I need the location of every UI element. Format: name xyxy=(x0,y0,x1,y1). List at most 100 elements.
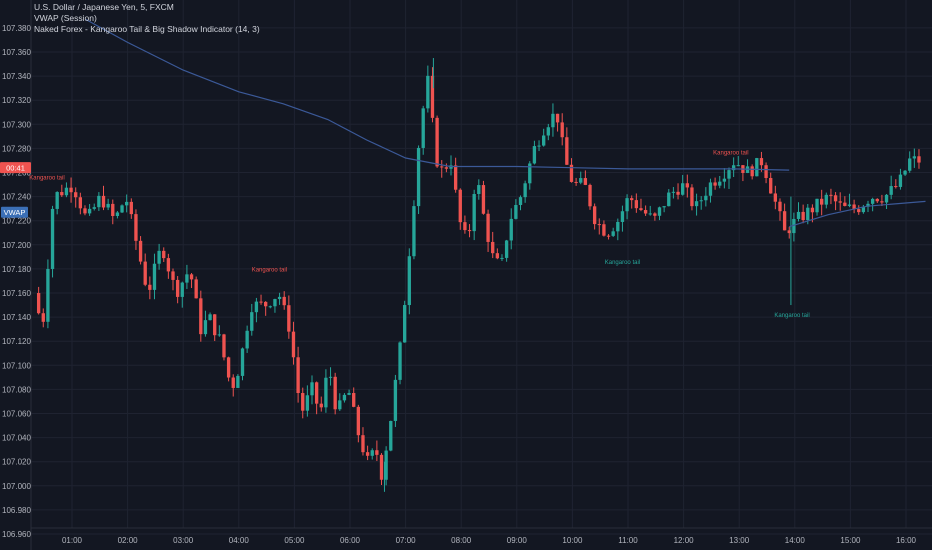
candle-body xyxy=(389,420,393,451)
candle-body xyxy=(115,212,120,216)
candle-body xyxy=(134,214,138,241)
candle-body xyxy=(74,192,78,198)
candle-body xyxy=(486,213,490,242)
candle-body xyxy=(504,240,509,258)
candle-body xyxy=(778,201,782,212)
y-tick-label: 107.340 xyxy=(2,72,31,81)
candle-body xyxy=(41,313,45,322)
candle-body xyxy=(880,201,884,203)
candle-body xyxy=(264,301,268,307)
candle-body xyxy=(384,450,388,480)
y-tick-label: 106.960 xyxy=(2,530,31,539)
candle-body xyxy=(801,211,805,221)
candle-body xyxy=(648,213,652,215)
candle-body xyxy=(630,198,634,201)
candle-body xyxy=(685,183,689,188)
candle-body xyxy=(866,203,870,207)
candle-body xyxy=(347,393,351,395)
y-tick-label: 107.360 xyxy=(2,48,31,57)
kangaroo-tail-label: Kangaroo tail xyxy=(29,176,64,182)
candle-body xyxy=(838,201,842,203)
candle-body xyxy=(83,208,87,214)
candle-body xyxy=(421,108,425,148)
candle-body xyxy=(602,224,606,236)
candle-body xyxy=(810,207,815,213)
y-tick-label: 107.140 xyxy=(2,313,31,322)
candle-body xyxy=(727,170,731,179)
candle-body xyxy=(588,184,592,207)
symbol-title[interactable]: U.S. Dollar / Japanese Yen, 5, FXCM xyxy=(34,2,174,12)
candle-body xyxy=(722,178,727,182)
candle-body xyxy=(592,206,597,225)
y-tick-label: 107.200 xyxy=(2,241,31,250)
candle-body xyxy=(551,113,555,128)
vwap-legend[interactable]: VWAP (Session) xyxy=(34,13,97,23)
candle-body xyxy=(180,282,184,297)
candle-body xyxy=(606,235,611,237)
candle-body xyxy=(213,314,217,336)
candle-body xyxy=(203,320,208,335)
candle-body xyxy=(509,218,513,241)
candle-body xyxy=(352,393,356,407)
kangaroo-tail-label: Kangaroo tail xyxy=(713,150,748,156)
candle-body xyxy=(148,284,152,290)
candle-body xyxy=(231,377,235,388)
candle-body xyxy=(750,166,754,177)
indicator-legend[interactable]: Naked Forex - Kangaroo Tail & Big Shadow… xyxy=(34,24,260,34)
y-tick-label: 107.280 xyxy=(2,144,31,153)
candle-body xyxy=(500,257,504,259)
chart-grid xyxy=(30,0,932,550)
candle-body xyxy=(643,210,648,214)
candle-body xyxy=(676,191,680,195)
candle-body xyxy=(453,165,458,190)
candle-body xyxy=(857,209,861,213)
price-axis: 107.380 107.360 107.340 107.320 107.300 107.2… xyxy=(2,24,31,539)
candle-body xyxy=(495,253,500,259)
candle-body xyxy=(64,187,69,196)
x-tick-label: 05:00 xyxy=(284,536,305,545)
candle-body xyxy=(328,376,333,378)
candle-body xyxy=(769,178,773,194)
kangaroo-tail-signals: Kangaroo tail Kangaroo tail Kangaroo tail K… xyxy=(29,150,809,319)
candle-body xyxy=(875,198,879,202)
candle-body xyxy=(120,205,124,213)
candle-body xyxy=(162,250,166,259)
candle-body xyxy=(569,164,574,182)
y-tick-label: 107.100 xyxy=(2,361,31,370)
candle-body xyxy=(254,301,259,313)
candle-body xyxy=(917,156,921,163)
candle-body xyxy=(310,382,314,396)
y-tick-label: 107.080 xyxy=(2,385,31,394)
candle-body xyxy=(847,204,852,206)
candle-body xyxy=(55,192,59,209)
candle-body xyxy=(342,394,347,401)
time-axis: 01:00 02:00 03:00 04:00 05:00 06:00 07:00 08:00… xyxy=(62,536,917,545)
candle-body xyxy=(60,192,64,196)
candle-body xyxy=(393,379,398,421)
candle-body xyxy=(240,348,245,376)
current-price-badge xyxy=(0,162,31,174)
candle-body xyxy=(78,197,83,209)
candle-body xyxy=(157,250,161,264)
candle-body xyxy=(824,194,828,205)
current-price-badge-text: 00:41 xyxy=(6,163,25,172)
y-tick-label: 107.020 xyxy=(2,458,31,467)
candle-body xyxy=(560,122,564,138)
candle-body xyxy=(546,127,550,136)
y-tick-label: 107.120 xyxy=(2,337,31,346)
x-tick-label: 14:00 xyxy=(785,536,806,545)
x-tick-label: 11:00 xyxy=(618,536,638,545)
candle-body xyxy=(143,261,147,285)
candle-body xyxy=(820,198,824,205)
candle-body xyxy=(365,452,370,456)
candle-body xyxy=(555,113,560,123)
candle-body xyxy=(657,207,662,216)
candle-body xyxy=(662,206,666,208)
candle-body xyxy=(87,208,92,214)
vwap-line-new-session xyxy=(789,200,926,228)
candle-body xyxy=(681,183,685,195)
candle-body xyxy=(532,146,537,164)
kangaroo-tail-label: Kangaroo tail xyxy=(774,313,809,319)
candle-body xyxy=(407,256,411,306)
